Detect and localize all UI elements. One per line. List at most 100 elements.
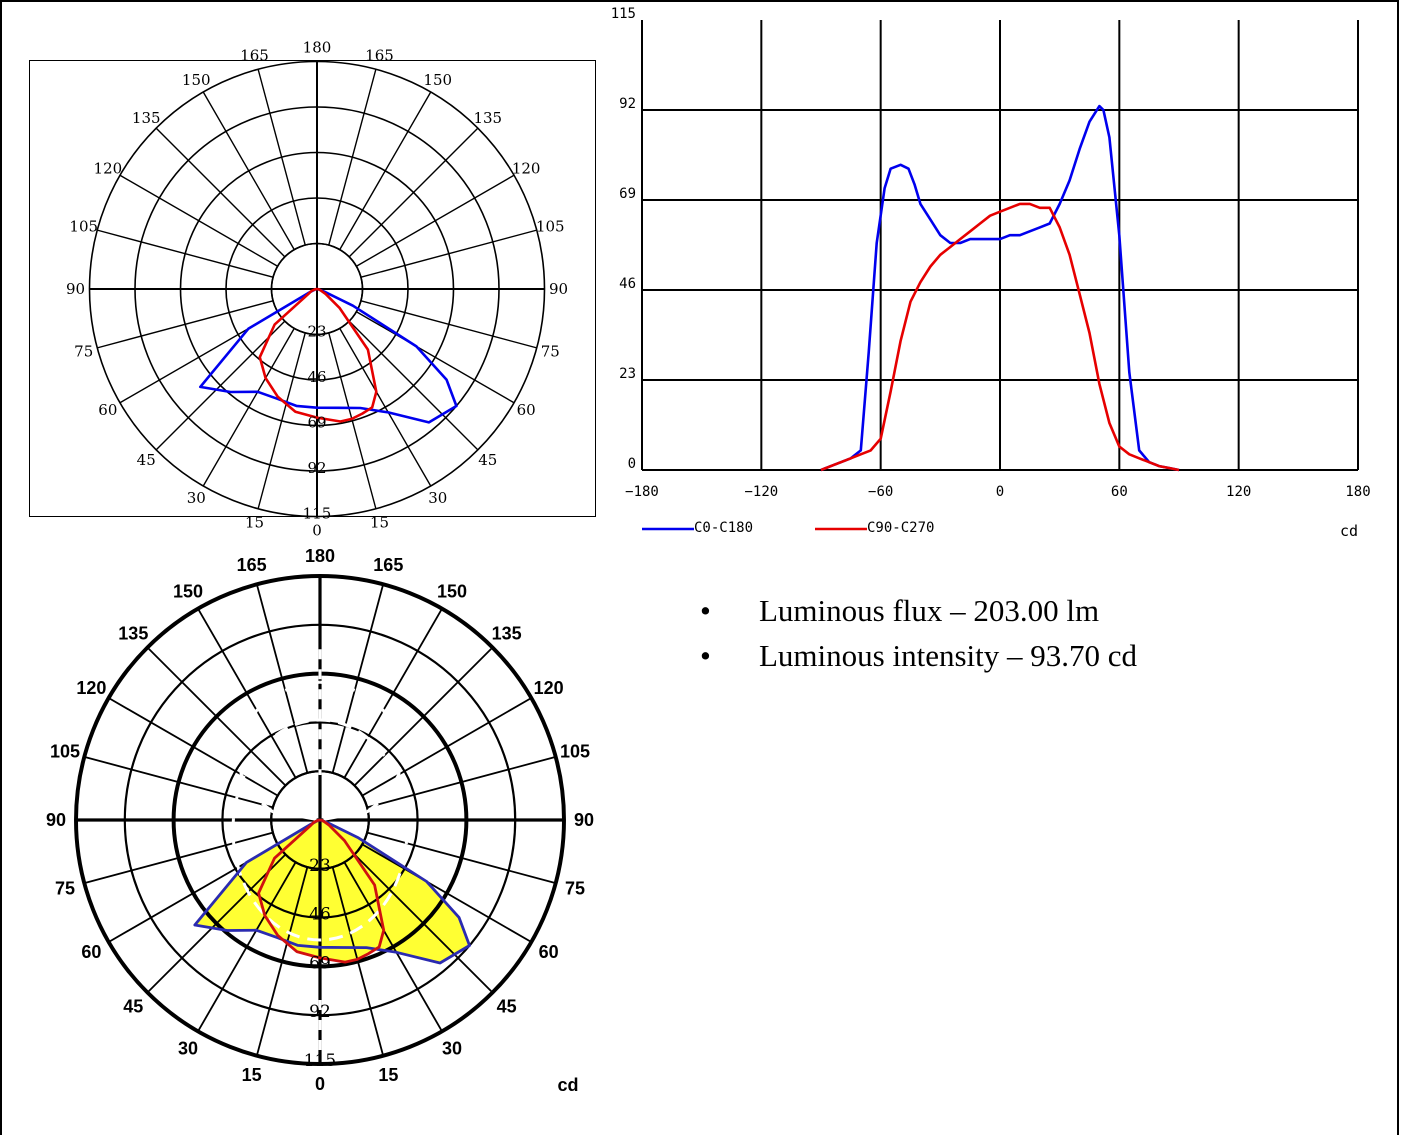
angle-label-60: 60 (517, 401, 536, 419)
x-tick-label: 0 (996, 484, 1004, 500)
angle-label-45: 45 (123, 997, 143, 1017)
angle-label-30: 30 (428, 489, 447, 507)
angle-label-150: 150 (173, 581, 203, 601)
polar-curve-C0-C180 (193, 818, 471, 965)
luminous-intensity-item: • Luminous intensity – 93.70 cd (700, 633, 1137, 678)
angle-label-30: 30 (442, 1039, 462, 1059)
ring-label-23: 23 (309, 856, 331, 876)
bullet-icon: • (700, 638, 711, 673)
reference-curve-dashed-right (237, 680, 321, 822)
angle-label-15: 15 (242, 1065, 262, 1085)
x-tick-label: 60 (1111, 484, 1128, 500)
y-tick-label: 46 (619, 276, 636, 292)
ring-label-115: 115 (303, 505, 332, 523)
angle-label-165: 165 (365, 47, 394, 65)
photometric-summary-list: • Luminous flux – 203.00 lm • Luminous int… (700, 588, 1137, 678)
angle-label-45: 45 (478, 451, 497, 469)
ring-label-92: 92 (307, 459, 326, 477)
angle-label-75: 75 (565, 878, 585, 898)
polar-ring-46 (221, 721, 419, 919)
x-tick-label: −60 (868, 484, 893, 500)
angle-label-135: 135 (473, 109, 502, 127)
angle-label-90: 90 (66, 280, 85, 298)
angle-label-0: 0 (315, 1074, 325, 1094)
ring-label-46: 46 (309, 905, 331, 925)
luminous-flux-text: Luminous flux – 203.00 lm (759, 593, 1100, 628)
angle-label-150: 150 (182, 71, 211, 89)
angle-label-15: 15 (245, 513, 264, 531)
angle-label-105: 105 (50, 742, 80, 762)
ring-label-115: 115 (304, 1051, 336, 1071)
angle-label-150: 150 (423, 71, 452, 89)
ring-label-92: 92 (309, 1002, 331, 1022)
angle-label-30: 30 (187, 489, 206, 507)
angle-label-165: 165 (373, 555, 403, 575)
line-series-C90-C270 (820, 202, 1180, 472)
polar-ring-115 (74, 574, 566, 1066)
angle-label-120: 120 (534, 678, 564, 698)
reference-curve-dashed-left (319, 680, 403, 822)
angle-label-180: 180 (303, 39, 332, 57)
angle-label-30: 30 (178, 1039, 198, 1059)
polar-curve-C90-C270 (258, 287, 378, 423)
unit-label: cd (1340, 522, 1358, 540)
angle-label-60: 60 (98, 401, 117, 419)
angle-label-120: 120 (512, 159, 541, 177)
ring-label-46: 46 (307, 368, 326, 386)
angle-label-180: 180 (305, 546, 335, 566)
x-tick-label: 120 (1226, 484, 1251, 500)
polar-ring-69 (179, 151, 455, 427)
reference-lobe-dashed (231, 718, 409, 942)
angle-label-135: 135 (492, 623, 522, 643)
x-tick-label: −180 (625, 484, 659, 500)
legend-label-C90-C270: C90-C270 (867, 520, 934, 536)
angle-label-90: 90 (574, 810, 594, 830)
angle-label-75: 75 (55, 878, 75, 898)
angle-label-135: 135 (132, 109, 161, 127)
polar-ring-23 (270, 242, 364, 336)
y-tick-label: 0 (628, 456, 636, 472)
angle-label-0: 0 (312, 522, 322, 540)
angle-label-165: 165 (237, 555, 267, 575)
angle-label-75: 75 (74, 343, 93, 361)
angle-label-90: 90 (46, 810, 66, 830)
line-series-C0-C180 (820, 104, 1180, 472)
polar-curve-C90-C270 (257, 818, 386, 964)
angle-label-105: 105 (536, 217, 565, 235)
ring-label-69: 69 (309, 953, 331, 973)
angle-label-15: 15 (378, 1065, 398, 1085)
legend-label-C0-C180: C0-C180 (694, 520, 753, 536)
angle-label-90: 90 (549, 280, 568, 298)
polar-ring-46 (225, 197, 409, 381)
polar-curve-C0-C180 (199, 287, 458, 424)
bullet-icon: • (700, 593, 711, 628)
angle-label-120: 120 (76, 678, 106, 698)
angle-label-45: 45 (137, 451, 156, 469)
polar-ring-92 (123, 623, 517, 1017)
angle-label-60: 60 (539, 942, 559, 962)
angle-label-15: 15 (370, 513, 389, 531)
polar-ring-115 (88, 60, 546, 518)
angle-label-105: 105 (69, 217, 98, 235)
ring-label-23: 23 (307, 323, 326, 341)
angle-label-120: 120 (94, 159, 123, 177)
x-tick-label: −120 (744, 484, 778, 500)
angle-label-75: 75 (541, 343, 560, 361)
y-tick-label: 69 (619, 186, 636, 202)
unit-label: cd (557, 1075, 578, 1095)
angle-label-150: 150 (437, 581, 467, 601)
angle-label-105: 105 (560, 742, 590, 762)
luminous-intensity-text: Luminous intensity – 93.70 cd (759, 638, 1138, 673)
angle-label-135: 135 (118, 623, 148, 643)
x-tick-label: 180 (1345, 484, 1370, 500)
y-tick-label: 92 (619, 96, 636, 112)
y-tick-label: 23 (619, 366, 636, 382)
y-tick-label: 115 (611, 6, 636, 22)
angle-label-165: 165 (240, 47, 269, 65)
luminous-flux-item: • Luminous flux – 203.00 lm (700, 588, 1137, 633)
angle-label-60: 60 (81, 942, 101, 962)
